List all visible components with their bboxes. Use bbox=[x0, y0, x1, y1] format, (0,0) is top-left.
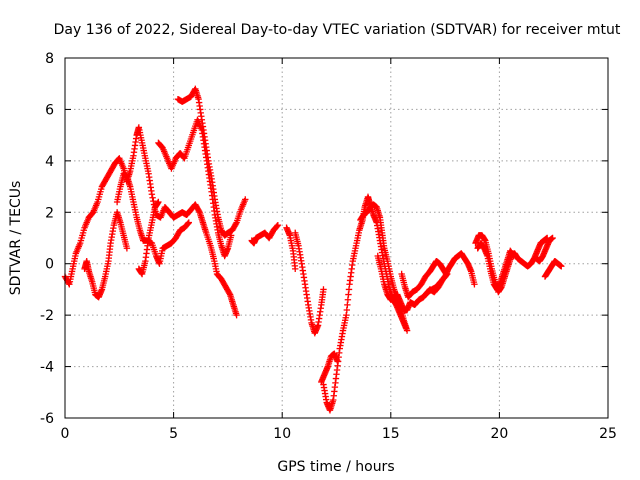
x-tick-label: 10 bbox=[273, 426, 291, 442]
data-point bbox=[320, 286, 327, 293]
grid bbox=[65, 58, 608, 418]
data-point bbox=[274, 221, 282, 229]
tick-labels: 0 5 10 15 20 25 -6 -4 -2 0 2 4 6 8 bbox=[40, 51, 617, 442]
data-point bbox=[65, 279, 72, 287]
chart-title: Day 136 of 2022, Sidereal Day-to-day VTE… bbox=[54, 22, 621, 38]
x-tick-label: 0 bbox=[61, 426, 70, 442]
data-point bbox=[226, 290, 233, 297]
y-tick-label: 2 bbox=[45, 205, 54, 221]
x-tick-label: 5 bbox=[169, 426, 178, 442]
data-point bbox=[444, 270, 451, 278]
plot-frame bbox=[64, 57, 609, 419]
data-point bbox=[180, 154, 187, 161]
data-point bbox=[443, 271, 450, 279]
y-tick-label: 8 bbox=[45, 51, 54, 67]
data-point bbox=[150, 197, 157, 205]
y-axis-label: SDTVAR / TECUs bbox=[8, 181, 24, 296]
data-point bbox=[273, 222, 281, 230]
x-tick-label: 15 bbox=[382, 426, 400, 442]
data-point bbox=[549, 234, 556, 242]
data-point bbox=[403, 327, 411, 334]
x-axis-label: GPS time / hours bbox=[277, 459, 394, 475]
y-tick-label: -4 bbox=[40, 360, 54, 376]
data-point bbox=[510, 252, 517, 260]
y-tick-label: 4 bbox=[45, 154, 54, 170]
x-tick-label: 25 bbox=[599, 426, 617, 442]
x-tick-label: 20 bbox=[490, 426, 508, 442]
y-tick-label: 6 bbox=[45, 102, 54, 118]
data-point bbox=[123, 245, 131, 252]
data-point bbox=[292, 265, 299, 273]
data-points bbox=[61, 85, 565, 414]
data-point bbox=[184, 220, 192, 227]
data-point bbox=[242, 196, 249, 203]
y-tick-label: 0 bbox=[45, 257, 54, 273]
data-point bbox=[149, 194, 156, 201]
data-point bbox=[471, 281, 478, 288]
y-tick-label: -6 bbox=[40, 411, 54, 427]
data-point bbox=[195, 207, 203, 215]
data-point bbox=[155, 198, 162, 206]
data-point bbox=[558, 263, 565, 270]
data-point bbox=[233, 311, 240, 319]
data-point bbox=[232, 220, 240, 228]
data-point bbox=[185, 219, 193, 226]
y-tick-label: -2 bbox=[40, 308, 54, 324]
data-point bbox=[148, 191, 156, 198]
